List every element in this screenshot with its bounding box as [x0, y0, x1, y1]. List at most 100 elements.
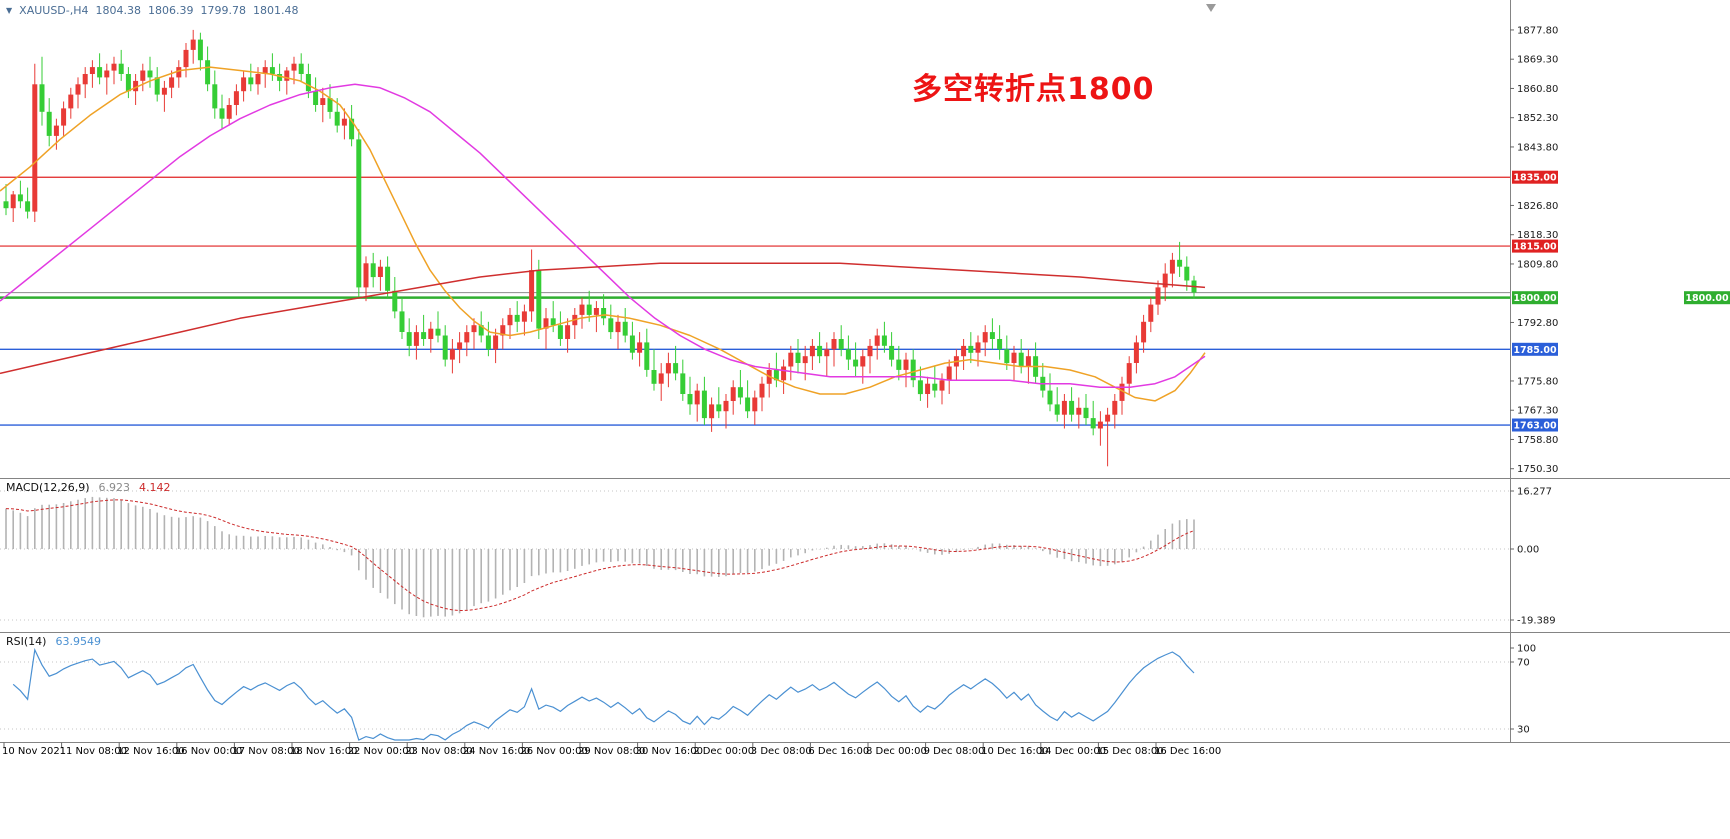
candle-body	[1061, 400, 1067, 415]
candle-body	[493, 335, 499, 350]
candle-body	[154, 77, 160, 95]
price-axis-label: 1818.30	[1517, 230, 1558, 241]
candle-body	[219, 108, 225, 119]
candle-body	[680, 373, 686, 394]
time-axis-label: 23 Nov 08:00	[405, 746, 472, 757]
candle-body	[61, 108, 67, 126]
price-tag-label: 1763.00	[1513, 421, 1557, 432]
candle-body	[629, 335, 635, 353]
candle-body	[75, 84, 81, 95]
candle-body	[413, 332, 419, 346]
candle-body	[327, 98, 333, 112]
candle-body	[46, 111, 52, 136]
candle-body	[543, 318, 549, 329]
candle-body	[853, 359, 859, 367]
candle-body	[147, 70, 153, 78]
price-tag-label: 1815.00	[1513, 242, 1557, 253]
time-axis-label: 15 Dec 08:00	[1096, 746, 1163, 757]
time-axis-label: 17 Nov 08:00	[232, 746, 299, 757]
price-tag-label: 1785.00	[1513, 345, 1557, 356]
price-axis-label: 1860.80	[1517, 84, 1558, 95]
candle-body	[1090, 418, 1096, 429]
candle-body	[716, 404, 722, 412]
ma-mid-line	[0, 83, 1206, 388]
price-axis-label: 1767.30	[1517, 406, 1558, 417]
time-axis-label: 6 Dec 16:00	[808, 746, 869, 757]
candle-body	[449, 349, 455, 360]
candle-body	[745, 397, 751, 412]
time-axis-label: 14 Dec 00:00	[1039, 746, 1106, 757]
candle-body	[500, 325, 506, 336]
candle-body	[1076, 407, 1082, 415]
candle-body	[133, 80, 139, 92]
candle-body	[701, 390, 707, 419]
time-axis-label: 12 Nov 16:00	[117, 746, 184, 757]
candle-body	[521, 311, 527, 322]
price-tag-label: 1800.00	[1513, 293, 1557, 304]
candle-body	[356, 139, 362, 288]
candle-body	[809, 345, 815, 357]
candle-body	[140, 70, 146, 81]
chart-shift-marker-icon[interactable]	[1206, 4, 1216, 12]
candle-body	[1083, 407, 1089, 419]
candle-body	[989, 332, 995, 339]
candle-body	[917, 380, 923, 395]
rsi-name: RSI(14)	[6, 635, 47, 648]
candle-body	[658, 373, 664, 384]
price-tag	[1512, 291, 1558, 305]
macd-signal-line	[5, 499, 1195, 612]
candle-body	[622, 321, 628, 336]
candle-body	[161, 87, 167, 95]
time-axis-label: 16 Nov 00:00	[175, 746, 242, 757]
candle-body	[125, 74, 131, 92]
rsi-scale-label: 70	[1517, 658, 1530, 669]
candle-body	[255, 74, 261, 85]
candle-body	[197, 39, 203, 61]
candle-body	[961, 345, 967, 357]
candle-body	[1162, 273, 1168, 288]
time-axis-label: 30 Nov 16:00	[636, 746, 703, 757]
macd-scale-label: -19.389	[1517, 616, 1556, 627]
candle-body	[593, 308, 599, 315]
candle-body	[1054, 404, 1060, 415]
candle-body	[1112, 400, 1118, 415]
candle-body	[514, 314, 520, 322]
candle-body	[665, 363, 671, 374]
candle-body	[89, 67, 95, 74]
time-axis-label: 3 Dec 08:00	[751, 746, 812, 757]
candle-body	[788, 352, 794, 367]
price-tag	[1512, 342, 1558, 356]
candle-body	[1155, 287, 1161, 305]
candle-body	[428, 328, 434, 339]
time-axis-label: 2 Dec 00:00	[693, 746, 754, 757]
price-axis-label: 1750.30	[1517, 464, 1558, 475]
time-axis-label: 26 Nov 00:00	[520, 746, 587, 757]
rsi-line	[12, 647, 1195, 741]
macd-signal-value: 4.142	[139, 481, 171, 494]
candle-body	[903, 359, 909, 370]
candle-body	[651, 370, 657, 384]
price-axis-label: 1843.80	[1517, 142, 1558, 153]
price-axis-label: 1852.30	[1517, 113, 1558, 124]
chart-annotation-text: 多空转折点1800	[912, 72, 1155, 107]
time-axis-label: 9 Dec 08:00	[924, 746, 985, 757]
candle-body	[889, 345, 895, 360]
price-axis-label: 1792.80	[1517, 318, 1558, 329]
candle-body	[824, 349, 830, 357]
candle-body	[269, 67, 275, 74]
ma-slow-line	[0, 262, 1206, 375]
candle-body	[586, 304, 592, 315]
collapse-triangle-icon[interactable]: ▼	[6, 5, 13, 15]
candle-body	[298, 63, 304, 74]
candle-body	[608, 318, 614, 333]
candle-body	[644, 342, 650, 370]
candle-body	[241, 77, 247, 92]
candle-body	[579, 304, 585, 315]
candle-body	[1177, 259, 1183, 267]
candle-body	[536, 270, 542, 329]
candle-body	[1184, 266, 1190, 281]
candle-body	[471, 325, 477, 333]
candle-body	[874, 335, 880, 346]
candle-body	[997, 339, 1003, 350]
